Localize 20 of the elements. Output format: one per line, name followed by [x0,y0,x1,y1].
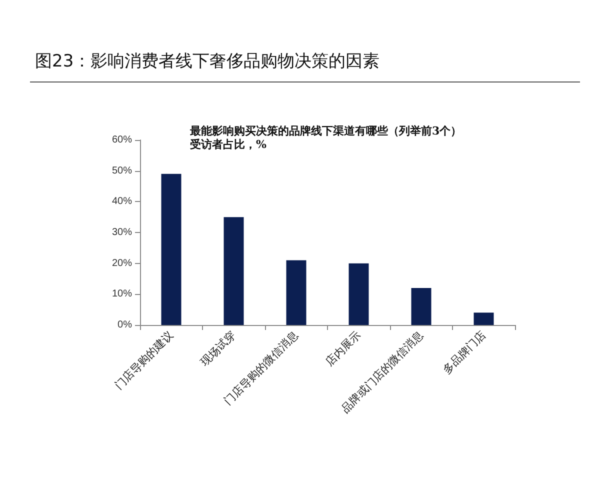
y-tick-label: 0% [118,320,132,330]
x-tick-label: 门店导购的建议 [112,328,176,392]
y-tick-label: 50% [112,165,132,176]
y-tick-label: 20% [112,258,132,269]
chart-subtitle: 最能影响购买决策的品牌线下渠道有哪些（列举前3个） [189,124,462,138]
bar [286,260,306,325]
annotation: 受访者占比，% [189,138,267,151]
bar [348,263,369,325]
bar [411,288,432,325]
y-tick-label: 30% [112,227,132,238]
chart-title: 图23：影响消费者线下奢侈品购物决策的因素 [35,52,380,72]
y-tick-label: 40% [112,196,132,208]
y-tick-label: 10% [112,288,132,300]
y-tick-label: 60% [112,134,132,146]
x-tick-label: 现场试穿 [198,328,238,369]
x-tick-label: 店内展示 [323,328,364,369]
x-tick-label: 多品牌门店 [440,328,488,376]
bar [474,312,494,325]
bar [161,174,182,325]
bar [224,217,244,325]
